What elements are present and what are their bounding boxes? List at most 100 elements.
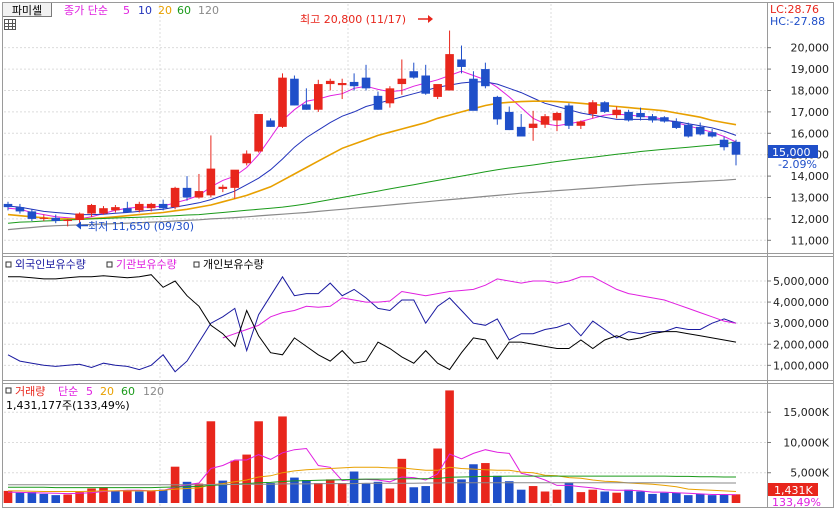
candle-body <box>170 187 180 208</box>
volume-tick-label: 10,000K <box>783 436 829 449</box>
candle-body <box>493 96 502 120</box>
ma120-legend: 120 <box>198 4 219 17</box>
volume-bar <box>242 454 251 503</box>
price-legend: 종가 단순 5 10 20 60 120 <box>64 4 219 17</box>
price-tick-label: 17,000 <box>791 106 830 119</box>
price-panel: 11,000 12,000 13,000 14,000 15,000 16,000 17,0… <box>3 30 830 247</box>
volume-bar <box>421 486 431 503</box>
volume-summary: 1,431,177주(133,49%) <box>6 399 130 412</box>
current-price-badge: 15,000 -2.09% <box>768 145 818 171</box>
volume-bar <box>672 492 681 503</box>
vol-ma120-legend: 120 <box>143 385 164 398</box>
candlesticks <box>3 30 741 227</box>
volume-bar <box>552 489 562 503</box>
volume-legend-label: 거래량 <box>15 385 45 398</box>
candle-body <box>421 75 431 94</box>
candle-body <box>552 112 562 121</box>
volume-bar <box>266 483 275 503</box>
volume-bar <box>313 483 323 503</box>
candle-body <box>564 105 574 126</box>
candle-body <box>683 124 693 137</box>
grid-icon[interactable] <box>4 19 16 30</box>
volume-bar <box>123 490 132 503</box>
volume-bar <box>528 486 538 503</box>
price-ma-20-line <box>7 100 737 220</box>
volume-bar <box>182 481 192 503</box>
candle-body <box>373 95 383 110</box>
holding-series-line <box>7 275 737 373</box>
volume-bar <box>51 495 61 503</box>
volume-bar <box>504 481 514 503</box>
candle-body <box>433 84 442 97</box>
candle-body <box>290 78 299 106</box>
volume-bar <box>39 493 49 503</box>
volume-bar <box>660 492 669 503</box>
volume-bar <box>397 458 407 503</box>
stock-name-button[interactable]: 파미셀 <box>2 2 52 17</box>
volume-bar <box>576 492 586 503</box>
volume-bar <box>707 495 717 503</box>
volume-bar <box>349 471 359 503</box>
volume-bar <box>373 481 383 503</box>
volume-bar <box>445 390 454 503</box>
volume-bar <box>111 490 120 503</box>
price-tick-label: 18,000 <box>791 84 830 97</box>
volume-bar <box>564 482 574 503</box>
volume-bar <box>600 491 610 503</box>
candle-body <box>15 207 25 212</box>
candle-body <box>707 132 717 137</box>
current-price-value: 15,000 <box>772 146 811 159</box>
volume-bar <box>433 448 442 503</box>
min-price-label: 최저 11,650 (09/30) <box>88 220 194 233</box>
candle-body <box>27 211 37 219</box>
price-ma-10-line <box>7 81 737 216</box>
legend-checkbox-icon <box>193 261 200 268</box>
volume-bar <box>254 421 263 503</box>
ma20-legend: 20 <box>158 4 172 17</box>
current-volume-value: 1,431K <box>774 484 813 497</box>
volume-bar <box>683 495 693 503</box>
volume-y-axis: 5,000K 10,000K 15,000K <box>767 406 830 480</box>
volume-bar <box>457 479 466 503</box>
volume-bar <box>469 464 478 503</box>
volume-bar <box>194 483 204 503</box>
price-ma-120-line <box>7 178 737 231</box>
holding-tick-label: 4,000,000 <box>773 296 829 309</box>
price-tick-label: 20,000 <box>791 42 830 55</box>
vol-ma5-legend: 5 <box>86 385 93 398</box>
volume-bar <box>27 492 37 503</box>
candle-body <box>313 84 323 110</box>
price-tick-label: 14,000 <box>791 170 830 183</box>
candle-body <box>218 186 228 189</box>
holding-tick-label: 1,000,000 <box>773 359 829 372</box>
candle-body <box>158 203 168 209</box>
candle-body <box>51 217 61 222</box>
candle-body <box>600 102 610 112</box>
holding-series-line <box>8 274 737 371</box>
max-price-label: 최고 20,800 (11/17) <box>300 13 406 26</box>
volume-bar <box>588 489 598 503</box>
candle-body <box>99 208 108 214</box>
candle-body <box>146 203 156 209</box>
candle-body <box>242 153 251 164</box>
holding-tick-label: 2,000,000 <box>773 338 829 351</box>
candle-body <box>134 203 144 211</box>
foreign-legend: 외국인보유수량 <box>15 258 86 271</box>
volume-bar <box>158 489 168 503</box>
volume-ratio-value: 133,49% <box>772 496 821 509</box>
ma5-legend: 5 <box>123 4 130 17</box>
price-ma-60-line <box>7 141 737 224</box>
candle-body <box>660 117 669 122</box>
candle-body <box>337 82 347 86</box>
candle-body <box>731 141 741 155</box>
volume-bar <box>146 490 156 503</box>
price-y-axis: 11,000 12,000 13,000 14,000 15,000 16,000 17,0… <box>767 42 830 247</box>
volume-bar <box>3 490 13 503</box>
min-arrow-icon <box>76 221 81 230</box>
candle-body <box>612 109 621 116</box>
volume-tick-label: 15,000K <box>783 406 829 419</box>
holding-lines <box>7 274 737 373</box>
candle-body <box>672 121 681 128</box>
holding-series-line <box>222 276 737 339</box>
